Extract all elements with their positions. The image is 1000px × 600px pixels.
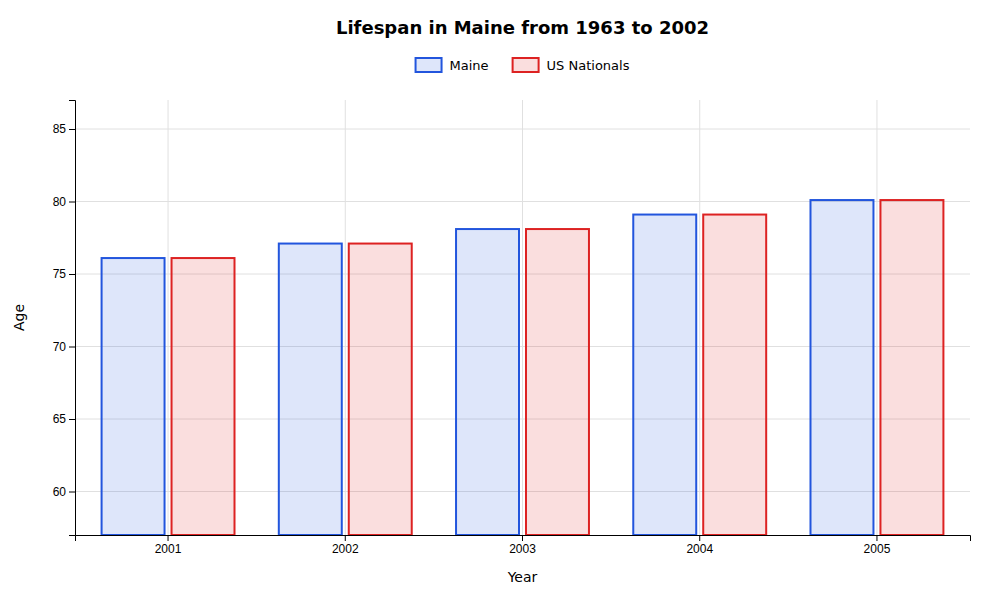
x-axis: 2001 2002 2003 2004 2005: [76, 535, 971, 556]
tick-mark: [345, 535, 346, 541]
grid-line: [876, 100, 877, 535]
tick: 2004: [686, 535, 713, 556]
tick-mark: [69, 347, 75, 348]
bar: [279, 244, 342, 535]
grid-line: [522, 100, 523, 535]
tick-mark: [168, 535, 169, 541]
tick-label: 65: [53, 412, 67, 426]
tick: 65: [53, 412, 75, 426]
tick-mark: [69, 202, 75, 203]
legend-label: US Nationals: [547, 58, 630, 73]
axis-line: [69, 101, 76, 536]
bar: [810, 200, 873, 535]
legend-swatch: [513, 58, 539, 72]
tick: 60: [53, 485, 75, 499]
bar: [703, 215, 766, 535]
bar: [102, 258, 165, 535]
tick-label: 85: [53, 122, 67, 136]
bar: [349, 244, 412, 535]
legend-item: US Nationals: [513, 58, 630, 73]
tick: 2002: [332, 535, 359, 556]
tick-label: 60: [53, 485, 67, 499]
tick-label: 75: [53, 267, 67, 281]
bar: [526, 229, 589, 535]
y-axis-title: Age: [11, 304, 27, 331]
tick: 85: [53, 122, 75, 136]
legend: Maine US Nationals: [416, 58, 630, 73]
tick-mark: [69, 129, 75, 130]
bar: [633, 215, 696, 535]
tick: 70: [53, 340, 75, 354]
series: [102, 200, 874, 535]
bar: [456, 229, 519, 535]
tick-label: 2003: [509, 542, 536, 556]
tick: 2001: [155, 535, 182, 556]
title: Lifespan in Maine from 1963 to 2002: [336, 17, 709, 38]
x-axis-title: Year: [507, 569, 538, 585]
grid-line: [345, 100, 346, 535]
grid: [75, 100, 970, 535]
grid-line: [699, 100, 700, 535]
tick-mark: [69, 274, 75, 275]
bar: [880, 200, 943, 535]
tick-label: 2004: [686, 542, 713, 556]
tick-label: 2001: [155, 542, 182, 556]
tick-mark: [876, 535, 877, 541]
tick: 80: [53, 195, 75, 209]
grid-line: [168, 100, 169, 535]
tick: 75: [53, 267, 75, 281]
y-axis: 60 65 70 75 80 85: [53, 101, 76, 536]
legend-label: Maine: [450, 58, 489, 73]
bar: [172, 258, 235, 535]
plot: 2001 2002 2003 2004 2005 60 65 70 75 80 85: [53, 100, 971, 556]
legend-swatch: [416, 58, 442, 72]
bars: [102, 200, 944, 535]
axis-line: [76, 536, 971, 542]
tick-label: 2005: [864, 542, 891, 556]
tick: 2005: [864, 535, 891, 556]
tick-mark: [69, 492, 75, 493]
tick-label: 2002: [332, 542, 359, 556]
tick-mark: [699, 535, 700, 541]
series: [172, 200, 944, 535]
tick-mark: [69, 419, 75, 420]
tick-mark: [522, 535, 523, 541]
chart: 2001 2002 2003 2004 2005 60 65 70 75 80 85 Year Age L…: [0, 0, 1000, 600]
tick-label: 80: [53, 195, 67, 209]
tick: 2003: [509, 535, 536, 556]
legend-item: Maine: [416, 58, 489, 73]
tick-label: 70: [53, 340, 67, 354]
